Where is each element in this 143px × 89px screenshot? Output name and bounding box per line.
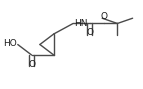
Text: HO: HO xyxy=(3,39,17,48)
Text: O: O xyxy=(86,28,93,37)
Text: HN: HN xyxy=(74,19,87,28)
Text: O: O xyxy=(28,60,35,69)
Text: O: O xyxy=(100,12,107,21)
